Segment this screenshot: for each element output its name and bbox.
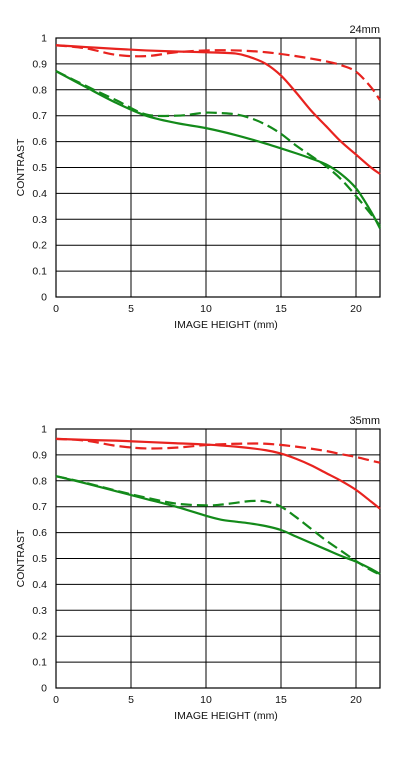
- y-tick-label: 0.3: [32, 214, 47, 226]
- x-tick-label: 10: [200, 694, 212, 706]
- y-tick-label: 0.1: [32, 266, 47, 278]
- y-tick-label: 1: [41, 424, 47, 436]
- y-tick-label: 0.1: [32, 657, 47, 669]
- y-axis-label: CONTRAST: [15, 138, 27, 196]
- chart-0: 00.10.20.30.40.50.60.70.80.910 5 10 15 2024m…: [15, 24, 381, 331]
- y-tick-label: 0.7: [32, 501, 47, 513]
- y-tick-label: 0.5: [32, 553, 47, 565]
- y-tick-label: 0.9: [32, 449, 47, 461]
- y-tick-label: 0.8: [32, 84, 47, 96]
- y-tick-label: 0.6: [32, 136, 47, 148]
- x-tick-label: 5: [128, 303, 134, 315]
- green-dashed-series-line: [55, 70, 381, 227]
- chart-1: 00.10.20.30.40.50.60.70.80.910 5 10 15 2035m…: [15, 415, 381, 722]
- plot-frame: [55, 428, 381, 689]
- y-tick-label: 1: [41, 33, 47, 45]
- x-tick-label: 0: [53, 694, 59, 706]
- plot-frame: [55, 37, 381, 298]
- chart-title: 35mm: [349, 415, 380, 427]
- x-axis-label: IMAGE HEIGHT (mm): [174, 710, 278, 722]
- chart-title: 24mm: [349, 24, 380, 36]
- y-axis-label: CONTRAST: [15, 529, 27, 587]
- y-tick-label: 0.4: [32, 579, 47, 591]
- red-solid-series-line: [55, 44, 381, 175]
- y-tick-label: 0.2: [32, 240, 47, 252]
- x-tick-label: 5: [128, 694, 134, 706]
- y-tick-label: 0.7: [32, 110, 47, 122]
- y-tick-label: 0.6: [32, 527, 47, 539]
- x-axis-label: IMAGE HEIGHT (mm): [174, 319, 278, 331]
- y-tick-label: 0.8: [32, 475, 47, 487]
- red-dashed-series-line: [55, 44, 381, 101]
- y-tick-label: 0.5: [32, 162, 47, 174]
- red-dashed-series-line: [55, 437, 381, 464]
- x-tick-label: 15: [275, 303, 287, 315]
- green-solid-series-line: [55, 70, 381, 229]
- green-dashed-series-line: [55, 475, 381, 576]
- x-tick-label: 20: [350, 694, 362, 706]
- y-tick-label: 0.4: [32, 188, 47, 200]
- y-tick-label: 0.3: [32, 605, 47, 617]
- red-solid-series-line: [55, 437, 381, 510]
- y-tick-label: 0: [41, 292, 47, 304]
- y-tick-label: 0.9: [32, 58, 47, 70]
- x-tick-label: 20: [350, 303, 362, 315]
- x-tick-label: 10: [200, 303, 212, 315]
- x-tick-label: 15: [275, 694, 287, 706]
- y-tick-label: 0.2: [32, 631, 47, 643]
- x-tick-label: 0: [53, 303, 59, 315]
- y-tick-label: 0: [41, 683, 47, 695]
- green-solid-series-line: [55, 475, 381, 575]
